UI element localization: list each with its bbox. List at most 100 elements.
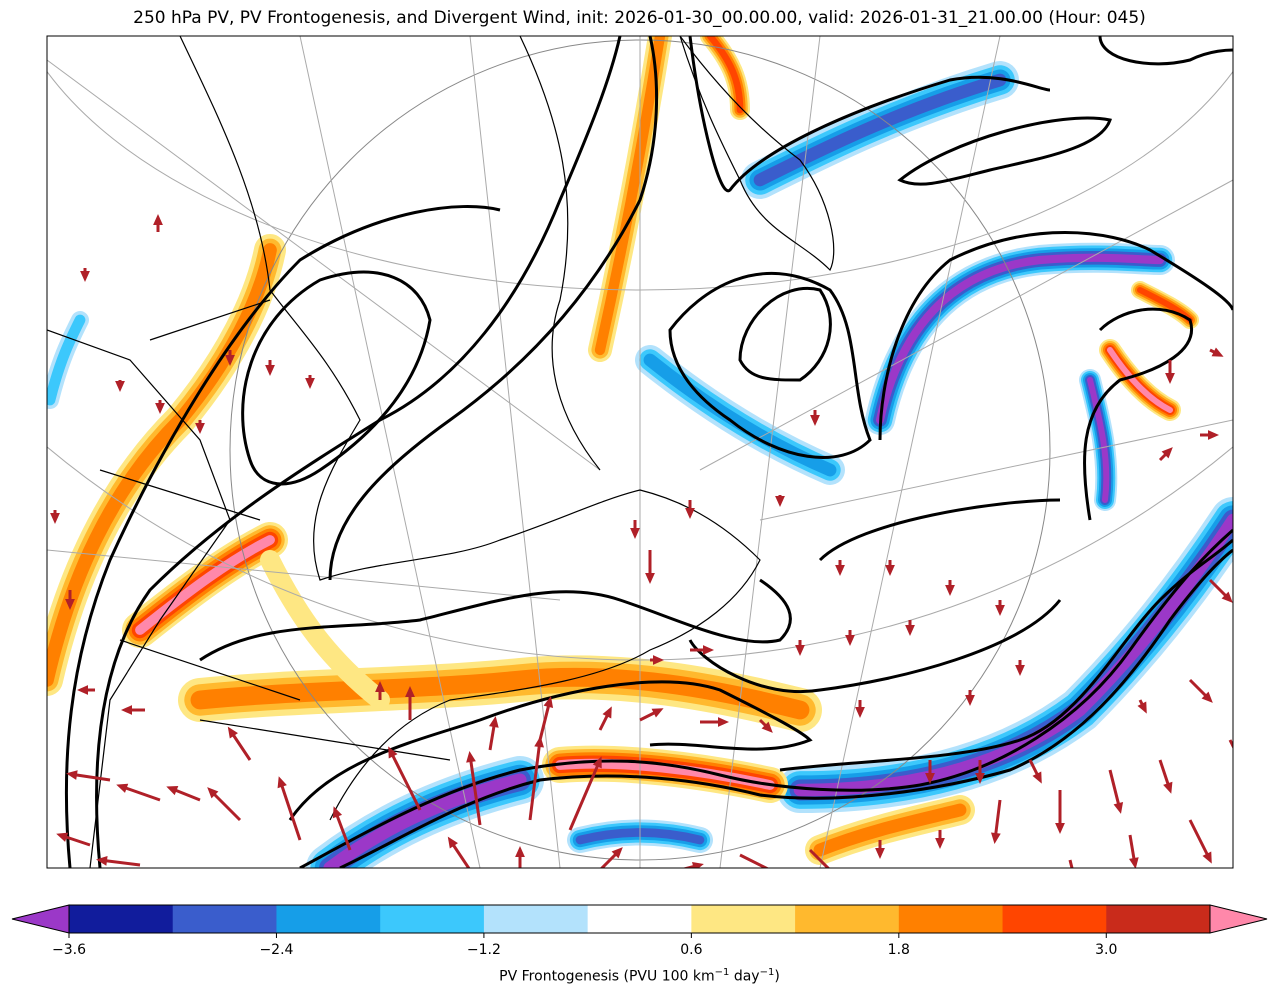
wind-vector-head (277, 776, 287, 789)
shading-band-5 (135, 535, 275, 635)
wind-vector-head (66, 770, 78, 780)
wind-vector-head (225, 355, 235, 366)
wind-vector-head (466, 751, 476, 763)
wind-vector-head (153, 214, 163, 225)
wind-vector-head (875, 848, 885, 859)
wind-vector-head (795, 645, 805, 656)
colorbar-bin (69, 905, 174, 933)
colorbar-bin (898, 905, 1004, 933)
wind-vector-head (965, 695, 975, 706)
shading-band-7 (706, 36, 744, 114)
colorbar-over-extension (1209, 904, 1268, 934)
colorbar-bin (172, 905, 277, 933)
wind-vector-head (855, 707, 865, 718)
wind-vector-head (543, 696, 554, 708)
colorbar-tick-label: −1.2 (466, 942, 501, 958)
wind-vector (119, 784, 161, 802)
wind-vector-head (388, 746, 398, 759)
wind-vector-head (835, 565, 845, 576)
shading-band-12 (1107, 347, 1173, 413)
shading-band-6 (594, 36, 666, 356)
wind-vector (1068, 859, 1074, 868)
pv-contours (64, 36, 1233, 868)
wind-vector (278, 779, 302, 841)
wind-vector-head (845, 635, 855, 646)
divergent-wind-vectors (50, 214, 1233, 884)
wind-vector-head (1137, 701, 1147, 714)
colorbar-tick-label: 3.0 (1095, 942, 1118, 958)
wind-vector (739, 853, 770, 868)
wind-vector-head (810, 415, 820, 426)
wind-vector-head (905, 625, 915, 636)
wind-vector-head (166, 786, 179, 796)
wind-vector-head (56, 832, 69, 842)
colorbar-bin (1106, 905, 1211, 933)
colorbar-bin (380, 905, 485, 933)
wind-vector-head (1161, 447, 1173, 459)
wind-vector-head (775, 867, 777, 868)
wind-vector-head (718, 717, 729, 727)
wind-vector-head (1113, 802, 1124, 814)
wind-vector (333, 809, 352, 851)
shading-band-3 (190, 667, 810, 720)
colorbar-bin (276, 905, 381, 933)
colorbar (11, 904, 1268, 938)
colorbar-tick-label: −3.6 (52, 942, 86, 958)
wind-vector-head (227, 726, 238, 739)
graticule (47, 36, 1233, 868)
wind-vector-head (405, 686, 415, 697)
wind-vector-head (80, 271, 90, 282)
wind-vector (388, 749, 422, 811)
colorbar-bin (587, 905, 692, 933)
wind-vector-head (1202, 851, 1212, 864)
wind-vector-head (592, 756, 602, 769)
wind-vector-head (447, 836, 458, 849)
wind-vector-head (651, 708, 664, 718)
shading-band-8 (753, 73, 1007, 187)
colorbar-label-exp2: −1 (759, 967, 775, 978)
wind-vector-head (375, 681, 385, 692)
wind-vector-head (1221, 591, 1233, 603)
wind-vector-head (925, 773, 935, 784)
wind-vector-head (653, 655, 664, 665)
wind-vector-head (195, 423, 205, 434)
wind-vector-head (96, 856, 108, 866)
wind-vector-head (332, 806, 343, 819)
wind-vector-head (611, 847, 623, 859)
wind-vector-head (1069, 872, 1079, 884)
wind-vector-head (1201, 691, 1213, 703)
shading-band-0 (323, 773, 527, 868)
wind-vector (468, 754, 482, 826)
wind-vector-head (1055, 823, 1065, 834)
wind-vector-head (155, 403, 165, 414)
wind-vector-head (995, 605, 1005, 616)
colorbar-bin (1002, 905, 1107, 933)
colorbar-frame (68, 904, 1211, 934)
colorbar-under-extension (11, 904, 70, 934)
wind-vector (1228, 739, 1233, 750)
wind-vector-head (1232, 755, 1233, 757)
wind-vector-head (685, 508, 695, 519)
colorbar-label-exp1: −1 (714, 967, 730, 978)
wind-vector (528, 739, 542, 821)
wind-vector-head (832, 872, 843, 883)
wind-vector-head (207, 787, 219, 799)
wind-vector-head (630, 528, 640, 539)
wind-vector-head (121, 705, 132, 715)
wind-vector-head (489, 716, 499, 728)
wind-vector-head (645, 573, 655, 584)
colorbar-label-text: PV Frontogenesis (PVU 100 km (499, 968, 715, 985)
wind-vector-head (305, 378, 315, 389)
wind-vector-head (65, 599, 75, 610)
shading-band-16 (813, 803, 967, 857)
wind-vector-head (1129, 857, 1139, 868)
colorbar-tick-label: −2.4 (259, 942, 294, 958)
wind-vector-head (692, 861, 704, 868)
shading-band-17 (260, 550, 390, 710)
wind-vector-head (1165, 373, 1175, 384)
colorbar-label: PV Frontogenesis (PVU 100 km−1 day−1) (0, 967, 1279, 985)
wind-vector-head (602, 706, 612, 719)
wind-vector-head (885, 565, 895, 576)
wind-vector-head (115, 381, 125, 392)
wind-vector-head (945, 585, 955, 596)
